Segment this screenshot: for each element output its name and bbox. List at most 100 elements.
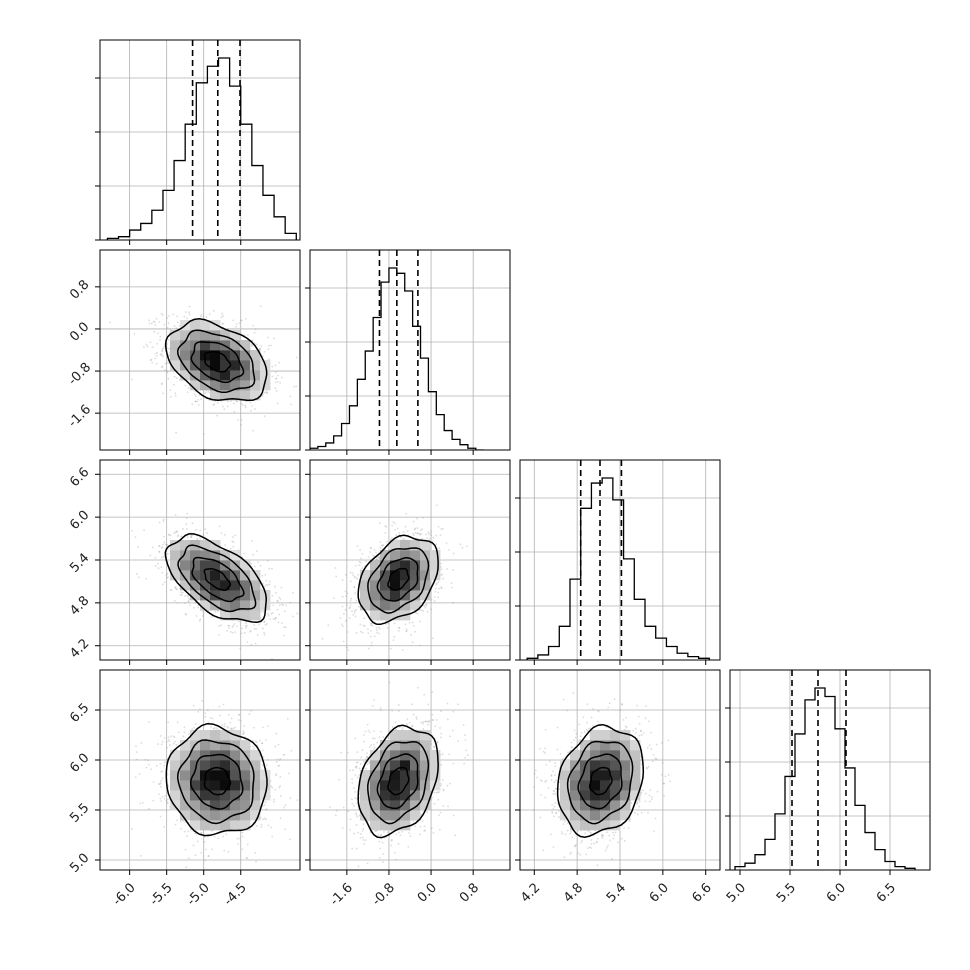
scatter-point: [245, 624, 248, 627]
scatter-point: [234, 631, 237, 634]
scatter-panel-2-1: [305, 459, 511, 665]
scatter-point: [163, 581, 166, 584]
scatter-point: [199, 708, 201, 711]
scatter-point: [173, 383, 175, 386]
scatter-point: [344, 590, 347, 593]
scatter-point: [295, 385, 298, 388]
scatter-point: [279, 776, 282, 778]
scatter-point: [251, 343, 253, 346]
scatter-point: [353, 609, 356, 612]
scatter-point: [175, 587, 178, 590]
density-cell: [410, 540, 421, 551]
contour-line: [191, 556, 245, 603]
density-cell: [370, 560, 381, 571]
scatter-point: [249, 401, 252, 404]
scatter-point: [269, 580, 271, 583]
density-cell: [190, 380, 201, 391]
density-cell: [230, 380, 241, 391]
scatter-point: [273, 337, 276, 340]
scatter-point: [276, 600, 279, 603]
scatter-point: [226, 405, 229, 408]
scatter-point: [393, 622, 396, 625]
density-cell: [180, 580, 191, 591]
scatter-point: [381, 544, 384, 547]
scatter-point: [205, 316, 208, 318]
scatter-point: [345, 604, 348, 607]
histogram-step-line: [106, 57, 297, 240]
density-cell: [360, 600, 371, 611]
scatter-point: [244, 317, 247, 320]
scatter-point: [154, 556, 157, 559]
scatter-point: [283, 806, 285, 809]
scatter-point: [243, 725, 246, 728]
scatter-point: [358, 564, 361, 567]
scatter-point: [161, 571, 164, 574]
scatter-point: [271, 786, 274, 789]
scatter-point: [268, 344, 270, 347]
scatter-point: [263, 633, 266, 636]
scatter-point: [166, 326, 169, 329]
scatter-point: [354, 592, 357, 594]
scatter-point: [262, 756, 265, 758]
scatter-point: [231, 626, 234, 628]
scatter-point: [162, 392, 165, 395]
scatter-point: [278, 759, 281, 761]
scatter-point: [185, 517, 188, 520]
scatter-point: [201, 615, 204, 617]
scatter-point: [186, 527, 188, 530]
scatter-point: [222, 315, 224, 317]
scatter-point: [274, 618, 276, 621]
scatter-point: [419, 533, 422, 535]
density-cell: [210, 590, 221, 601]
scatter-point: [238, 322, 241, 325]
scatter-point: [194, 395, 197, 398]
scatter-point: [296, 612, 299, 615]
density-cell: [370, 610, 381, 621]
scatter-point: [430, 598, 433, 601]
scatter-point: [278, 596, 281, 599]
scatter-point: [160, 556, 163, 559]
density-cell: [240, 360, 251, 371]
scatter-point: [375, 631, 378, 634]
scatter-point: [166, 576, 169, 579]
scatter-point: [160, 366, 163, 369]
density-cell: [190, 370, 201, 381]
scatter-point: [199, 537, 202, 540]
density-cell: [380, 570, 391, 581]
scatter-point: [354, 576, 357, 579]
scatter-point: [341, 625, 344, 628]
scatter-point: [441, 573, 443, 576]
scatter-point: [430, 608, 433, 611]
density-cell: [200, 320, 211, 331]
scatter-point: [241, 404, 244, 406]
scatter-point: [176, 602, 179, 604]
scatter-point: [184, 612, 187, 615]
scatter-point: [419, 529, 422, 532]
scatter-point: [416, 612, 419, 615]
density-cell: [410, 570, 421, 581]
density-cell: [170, 340, 181, 351]
scatter-point: [372, 554, 375, 557]
scatter-point: [255, 550, 258, 552]
scatter-point: [353, 585, 356, 588]
scatter-point: [176, 530, 178, 533]
scatter-point: [427, 531, 430, 534]
scatter-point: [413, 528, 416, 531]
scatter-point: [253, 332, 256, 334]
scatter-point: [168, 744, 171, 747]
scatter-point: [211, 848, 213, 851]
scatter-point: [166, 543, 169, 546]
scatter-point: [427, 533, 430, 536]
scatter-point: [378, 558, 381, 560]
scatter-point: [160, 566, 163, 569]
scatter-point: [227, 726, 230, 729]
scatter-point: [213, 403, 216, 406]
scatter-point: [158, 521, 161, 524]
scatter-point: [253, 565, 256, 568]
scatter-point: [249, 630, 252, 633]
density-cell: [420, 560, 431, 571]
panel-frame: [99, 39, 301, 241]
density-cell: [220, 380, 231, 391]
scatter-point: [278, 361, 281, 364]
scatter-point: [375, 558, 378, 561]
